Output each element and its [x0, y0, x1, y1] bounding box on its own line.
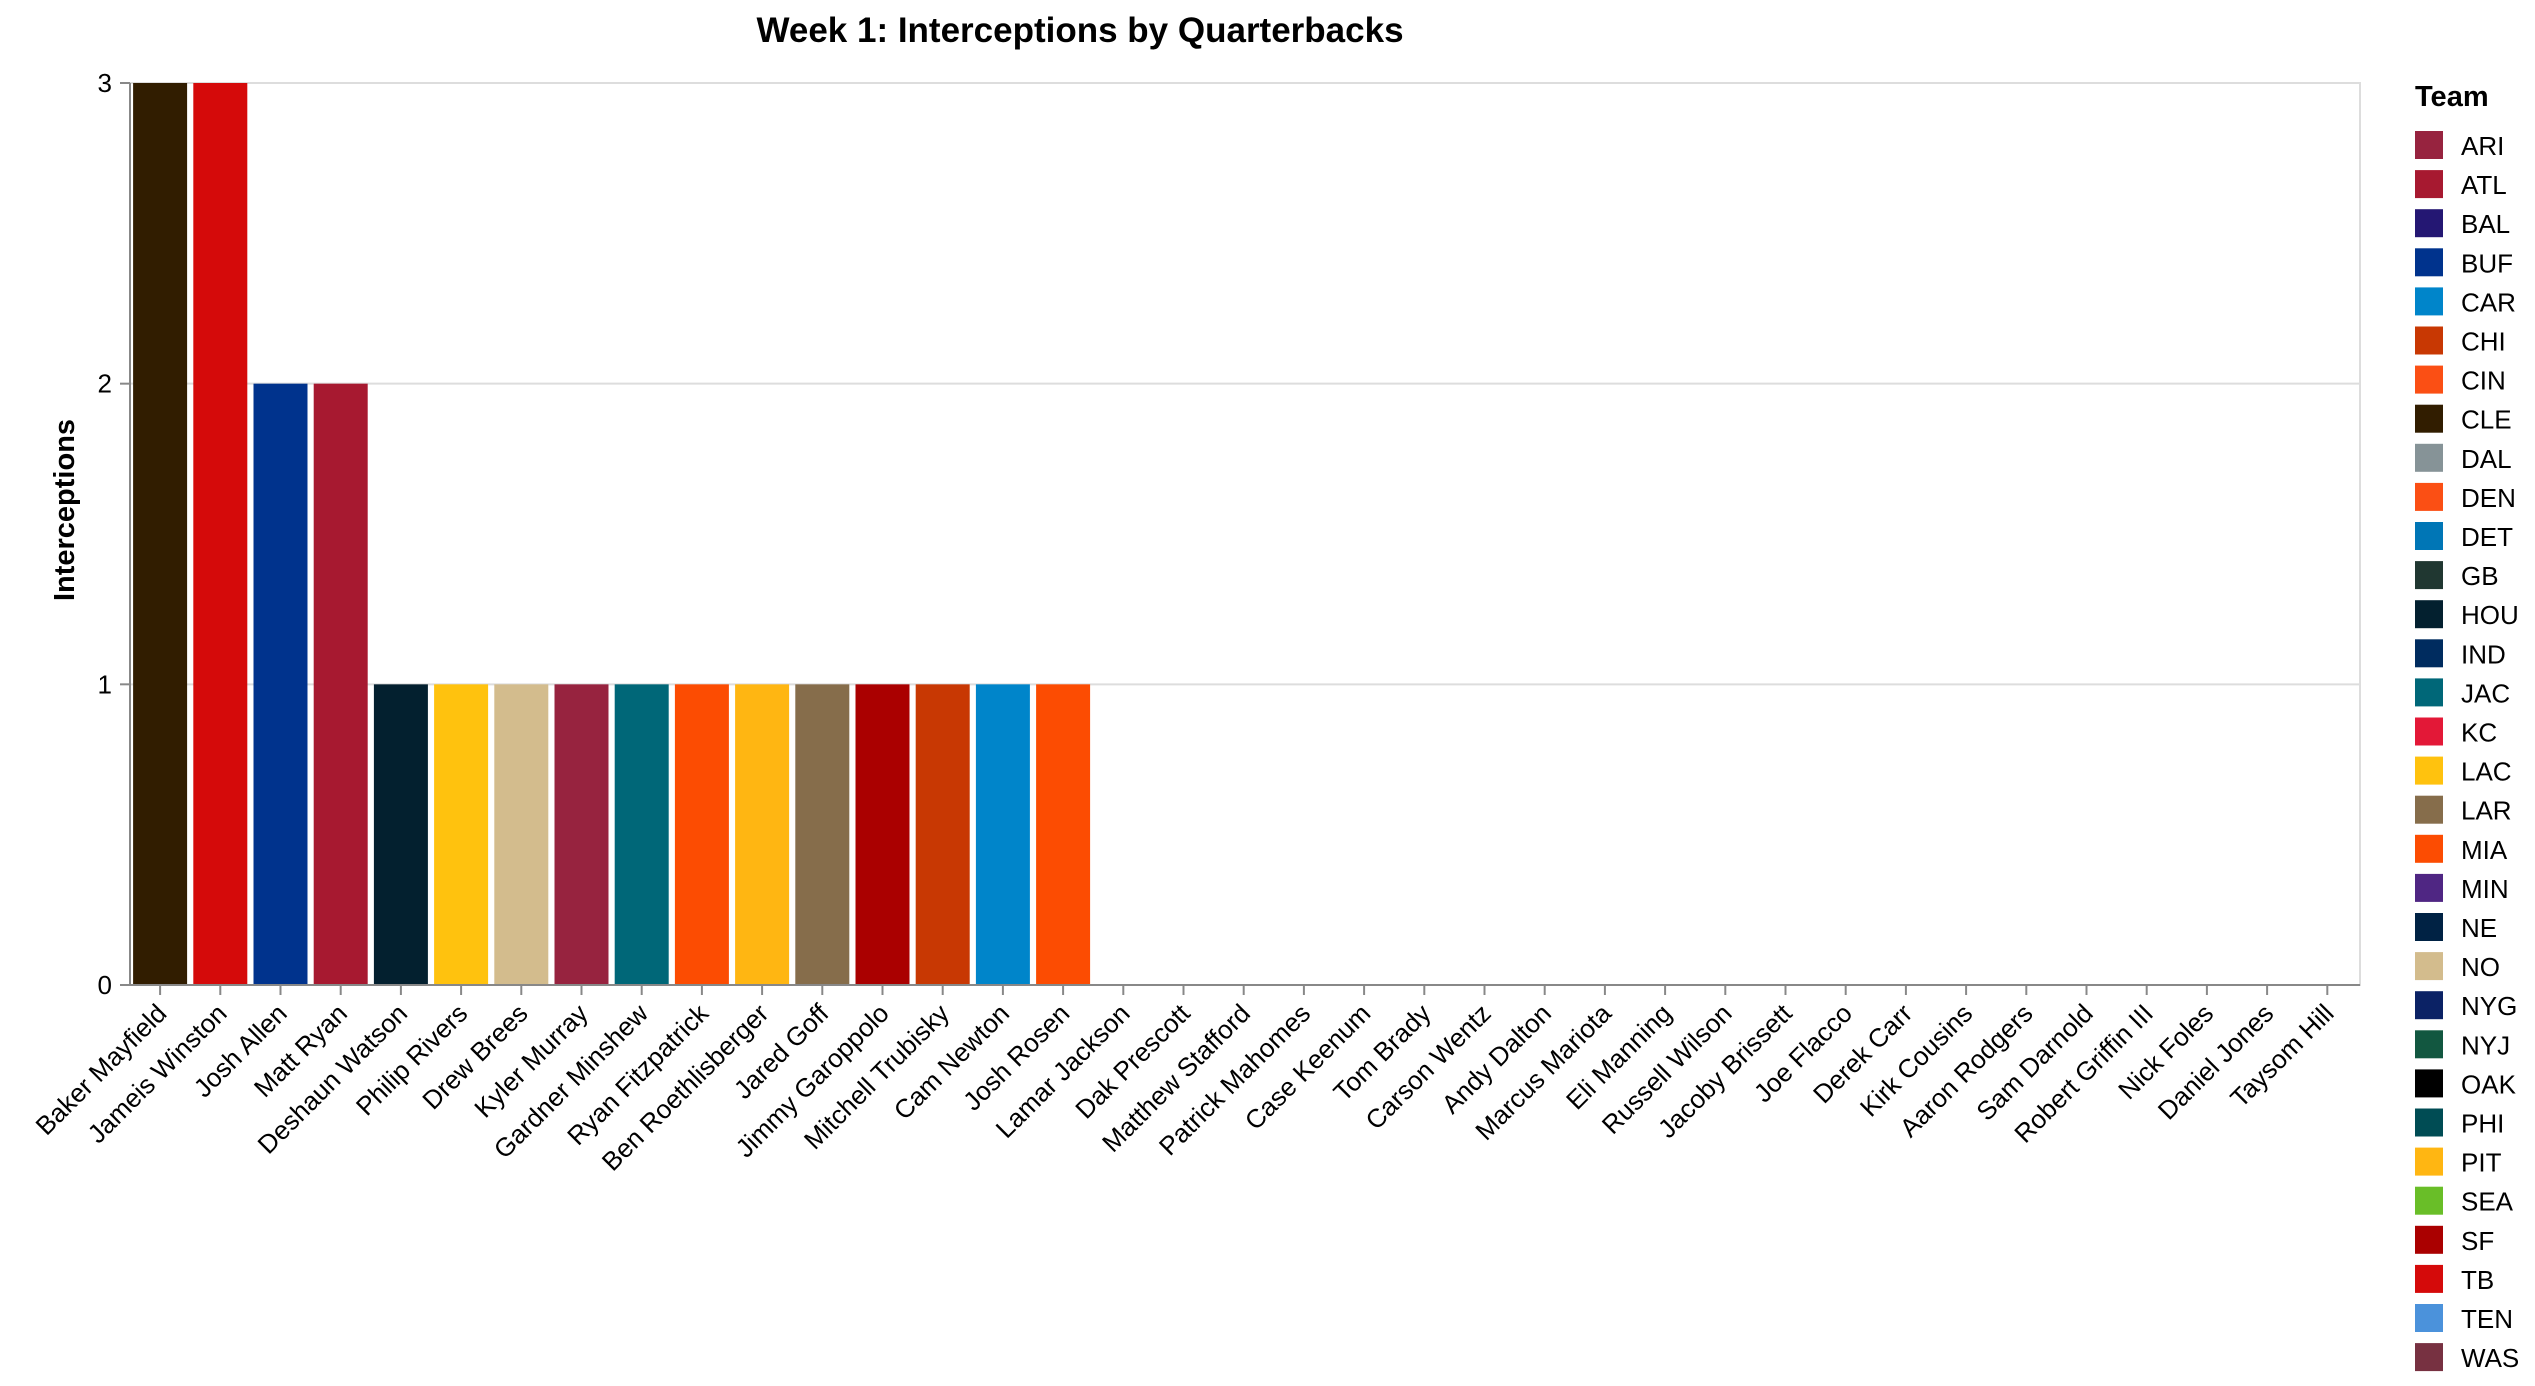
legend-swatch: [2415, 1186, 2443, 1215]
legend: Team ARI ATL BAL BUF CAR CHI CIN CLE DAL DEN DET GB…: [2415, 81, 2519, 1373]
legend-swatch: [2415, 443, 2443, 472]
legend-swatch: [2415, 834, 2443, 863]
legend-label: DAL: [2461, 444, 2512, 474]
legend-swatch: [2415, 913, 2443, 941]
legend-swatch: [2415, 756, 2443, 785]
y-axis-label: Interceptions: [49, 419, 81, 601]
legend-swatch: [2415, 678, 2443, 707]
legend-label: SEA: [2461, 1187, 2514, 1217]
legend-swatch: [2415, 170, 2443, 199]
legend-label: TEN: [2461, 1304, 2513, 1334]
legend-swatch: [2415, 131, 2443, 159]
legend-swatch: [2415, 561, 2443, 590]
legend-label: LAR: [2461, 796, 2512, 826]
bar: [855, 684, 910, 985]
legend-label: LAC: [2461, 757, 2512, 787]
legend-label: MIA: [2461, 835, 2508, 865]
legend-swatch: [2415, 248, 2443, 277]
legend-swatch: [2415, 522, 2443, 550]
legend-label: PIT: [2461, 1148, 2502, 1178]
legend-swatch: [2415, 482, 2443, 511]
bar: [253, 383, 308, 986]
legend-label: NYG: [2461, 991, 2517, 1021]
legend-label: CAR: [2461, 287, 2516, 317]
legend-label: WAS: [2461, 1343, 2519, 1373]
y-tick-label: 3: [98, 68, 112, 98]
legend-swatch: [2415, 1147, 2443, 1176]
legend-label: HOU: [2461, 600, 2519, 630]
legend-label: DEN: [2461, 483, 2516, 513]
legend-label: BUF: [2461, 248, 2513, 278]
bar: [614, 684, 669, 985]
legend-swatch: [2415, 952, 2443, 981]
legend-swatch: [2415, 1030, 2443, 1059]
legend-swatch: [2415, 209, 2443, 238]
bar: [915, 684, 970, 985]
bar: [193, 83, 248, 985]
legend-swatch: [2415, 404, 2443, 433]
legend-label: CLE: [2461, 405, 2512, 435]
bar: [434, 684, 489, 985]
legend-swatch: [2415, 1108, 2443, 1137]
legend-swatch: [2415, 873, 2443, 902]
legend-label: SF: [2461, 1226, 2494, 1256]
legend-swatch: [2415, 639, 2443, 668]
bar: [1036, 684, 1091, 985]
legend-label: TB: [2461, 1265, 2494, 1295]
legend-label: ARI: [2461, 131, 2504, 161]
legend-swatch: [2415, 1069, 2443, 1098]
legend-swatch: [2415, 991, 2443, 1020]
legend-swatch: [2415, 795, 2443, 824]
bar: [133, 83, 188, 985]
y-tick-label: 1: [98, 669, 112, 699]
legend-label: GB: [2461, 561, 2499, 591]
legend-swatch: [2415, 600, 2443, 629]
legend-label: OAK: [2461, 1069, 2517, 1099]
bar: [795, 684, 850, 985]
chart-title: Week 1: Interceptions by Quarterbacks: [756, 11, 1403, 50]
bar: [494, 684, 549, 985]
bar: [554, 684, 609, 985]
legend-label: NE: [2461, 913, 2497, 943]
bar: [313, 383, 368, 986]
bar: [975, 684, 1030, 985]
legend-swatch: [2415, 1264, 2443, 1293]
bars: [133, 83, 1091, 986]
legend-swatch: [2415, 1225, 2443, 1254]
legend-swatch: [2415, 365, 2443, 394]
legend-swatch: [2415, 287, 2443, 316]
legend-label: NYJ: [2461, 1030, 2510, 1060]
bar: [674, 684, 729, 985]
legend-label: BAL: [2461, 209, 2510, 239]
legend-label: CIN: [2461, 366, 2506, 396]
legend-swatch: [2415, 1343, 2443, 1372]
legend-label: PHI: [2461, 1109, 2504, 1139]
bar: [373, 684, 428, 985]
legend-title: Team: [2415, 81, 2489, 113]
legend-swatch: [2415, 326, 2443, 355]
legend-label: MIN: [2461, 874, 2509, 904]
legend-label: JAC: [2461, 678, 2510, 708]
legend-label: ATL: [2461, 170, 2507, 200]
legend-label: CHI: [2461, 327, 2506, 357]
legend-label: NO: [2461, 952, 2500, 982]
y-tick-label: 2: [98, 369, 112, 399]
legend-label: KC: [2461, 718, 2497, 748]
y-axis: 0 1 2 3: [98, 68, 131, 1000]
legend-swatch: [2415, 1304, 2443, 1332]
legend-swatch: [2415, 717, 2443, 746]
legend-label: IND: [2461, 639, 2506, 669]
bar: [735, 684, 790, 985]
legend-label: DET: [2461, 522, 2513, 552]
y-tick-label: 0: [98, 970, 112, 1000]
